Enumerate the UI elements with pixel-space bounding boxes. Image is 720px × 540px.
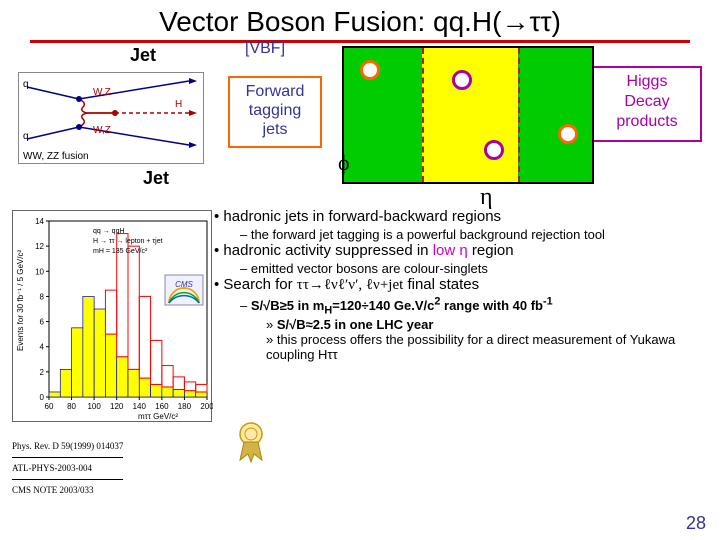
feynman-diagram: q q W,Z W,Z H WW, ZZ fusion [18, 72, 204, 164]
forward-tagging-box: Forward tagging jets [228, 76, 322, 148]
svg-text:qq → qqH: qq → qqH [93, 228, 125, 235]
svg-text:100: 100 [87, 402, 101, 411]
award-ribbon-icon [234, 420, 268, 464]
ref-2: ATL-PHYS-2003-004 [12, 460, 123, 480]
b3s-pre: S/√B≥5 in m [251, 298, 325, 313]
ref-1: Phys. Rev. D 59(1999) 014037 [12, 438, 123, 458]
higgs-l1: Higgs [594, 72, 700, 92]
bullet-1: hadronic jets in forward-backward region… [214, 208, 710, 225]
jet-label-bottom: Jet [143, 168, 169, 189]
mass-histogram: 0 2 4 6 8 10 12 14 60 80 100 120 140 160 180 200 Events … [12, 210, 212, 422]
svg-text:8: 8 [40, 292, 45, 301]
b2-post: region [468, 242, 514, 259]
eta-phi-dash-left [422, 48, 424, 182]
svg-text:14: 14 [35, 217, 44, 226]
title-rule [30, 40, 690, 43]
slide-number: 28 [686, 513, 706, 534]
slide-title: Vector Boson Fusion: qq.H(→ττ) [0, 0, 720, 38]
jet-ring-2 [558, 124, 578, 144]
bullet-list: hadronic jets in forward-backward region… [214, 208, 710, 362]
b3-pre: Search for [223, 276, 296, 293]
svg-text:12: 12 [35, 242, 44, 251]
svg-text:80: 80 [67, 402, 76, 411]
jet-ring-1 [360, 60, 380, 80]
svg-text:200: 200 [200, 402, 213, 411]
bullet-3-sub3: this process offers the possibility for … [266, 332, 710, 362]
svg-text:mH = 135 GeV/c²: mH = 135 GeV/c² [93, 248, 148, 255]
feyn-wz1: W,Z [93, 87, 111, 98]
b3s-sub: H [324, 305, 332, 317]
forward-l2: tagging [230, 101, 320, 120]
jet-label-top: Jet [130, 45, 156, 66]
bullet-3: Search for ττ→ℓνℓ′ν′, ℓν+jet final state… [214, 276, 710, 294]
b3-sym: ττ→ℓνℓ′ν′, ℓν+jet [297, 277, 403, 293]
svg-text:H → ττ → lepton + τjet: H → ττ → lepton + τjet [93, 238, 163, 245]
svg-text:180: 180 [178, 402, 192, 411]
svg-text:4: 4 [40, 343, 45, 352]
b3-post: final states [403, 276, 479, 293]
histogram-svg: 0 2 4 6 8 10 12 14 60 80 100 120 140 160 180 200 Events … [13, 211, 213, 423]
bullet-2: hadronic activity suppressed in low η re… [214, 242, 710, 259]
higgs-ring-2 [484, 140, 504, 160]
svg-text:120: 120 [110, 402, 124, 411]
svg-text:mττ GeV/c²: mττ GeV/c² [138, 412, 178, 421]
b3s-post: range with 40 fb [440, 298, 543, 313]
eta-axis-label: η [480, 184, 493, 211]
higgs-l2: Decay [594, 92, 700, 112]
svg-text:10: 10 [35, 267, 44, 276]
bullet-3-sub2: S/√B≈2.5 in one LHC year [266, 317, 710, 332]
svg-text:60: 60 [45, 402, 54, 411]
svg-text:160: 160 [155, 402, 169, 411]
eta-phi-dash-right [518, 48, 520, 182]
bullet-1-sub: the forward jet tagging is a powerful ba… [240, 227, 710, 242]
bullet-2-sub: emitted vector bosons are colour-singlet… [240, 261, 710, 276]
b3s-sup2: -1 [543, 296, 553, 308]
vbf-tag: [VBF] [245, 40, 285, 58]
eta-phi-central-region [422, 48, 518, 182]
feyn-caption: WW, ZZ fusion [23, 151, 89, 162]
feyn-wz2: W,Z [93, 125, 111, 136]
feyn-h: H [175, 99, 182, 110]
forward-l3: jets [230, 120, 320, 139]
feyn-q1: q [23, 79, 29, 90]
svg-text:140: 140 [133, 402, 147, 411]
phi-axis-label: ϕ [338, 150, 350, 176]
higgs-ring-1 [452, 70, 472, 90]
svg-text:0: 0 [40, 393, 45, 402]
svg-text:Events for 30 fb⁻¹ / 5 GeV/c²: Events for 30 fb⁻¹ / 5 GeV/c² [16, 250, 25, 351]
forward-l1: Forward [230, 82, 320, 101]
svg-text:6: 6 [40, 318, 45, 327]
eta-phi-diagram [342, 46, 594, 184]
svg-text:2: 2 [40, 368, 45, 377]
b2-low-eta: low η [433, 242, 468, 259]
higgs-decay-box: Higgs Decay products [592, 66, 702, 142]
higgs-l3: products [594, 112, 700, 132]
feyn-q2: q [23, 131, 29, 142]
references: Phys. Rev. D 59(1999) 014037 ATL-PHYS-20… [12, 438, 123, 499]
b3s-mid: =120÷140 Ge.V/c [332, 298, 434, 313]
b2-pre: hadronic activity suppressed in [223, 242, 432, 259]
bullet-3-sub1: S/√B≥5 in mH=120÷140 Ge.V/c2 range with … [240, 296, 710, 317]
ref-3: CMS NOTE 2003/033 [12, 482, 123, 499]
